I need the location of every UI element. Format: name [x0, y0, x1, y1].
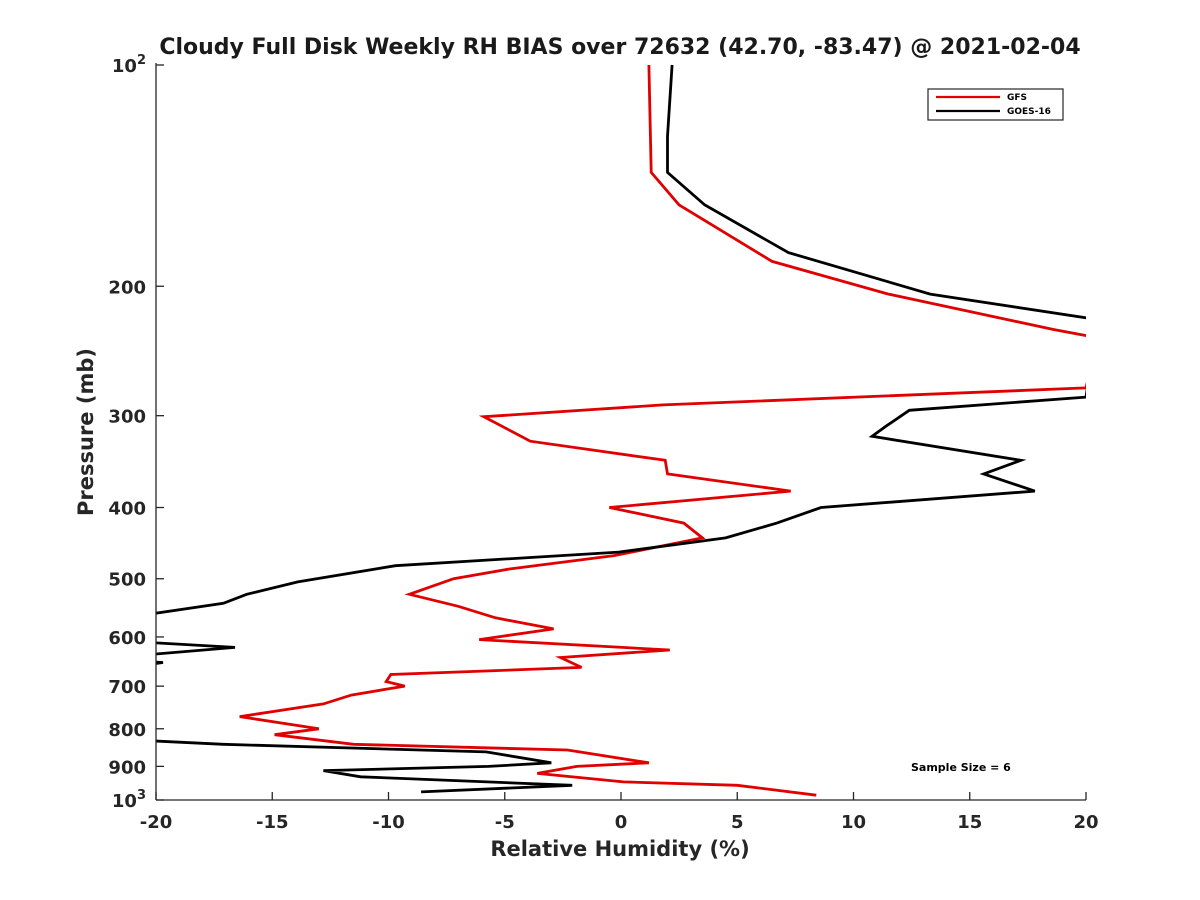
y-tick-label: 102: [112, 53, 146, 77]
plot-axes: [155, 63, 1086, 801]
y-tick-label: 800: [108, 720, 146, 741]
y-tick-exponent: 3: [137, 788, 146, 803]
y-tick-base: 10: [112, 791, 137, 812]
series-lines: [156, 64, 1086, 797]
y-tick-label: 600: [108, 628, 146, 649]
x-tick-label: -20: [140, 812, 173, 833]
legend-box: [927, 88, 1064, 121]
x-tick-label: 10: [841, 812, 866, 833]
y-tick-label: 200: [108, 277, 146, 298]
y-tick-label: 900: [108, 757, 146, 778]
x-tick-label: -15: [256, 812, 289, 833]
x-tick-label: 0: [615, 812, 628, 833]
chart-title: Cloudy Full Disk Weekly RH BIAS over 726…: [159, 35, 1080, 60]
series-line-gfs: [239, 64, 1086, 797]
y-tick-exponent: 2: [137, 53, 146, 68]
y-tick-label: 300: [108, 407, 146, 428]
legend: GFS GOES-16: [927, 88, 1064, 121]
x-tick-label: 5: [731, 812, 744, 833]
series-line-goes16: [156, 64, 1086, 794]
y-tick-label: 500: [108, 570, 146, 591]
legend-label-gfs: GFS: [1007, 93, 1027, 103]
y-tick-label: 103: [112, 788, 146, 812]
x-axis-label: Relative Humidity (%): [490, 837, 749, 861]
y-axis-label: Pressure (mb): [74, 348, 98, 516]
x-tick-label: 15: [957, 812, 982, 833]
y-tick-label: 700: [108, 677, 146, 698]
y-tick-base: 10: [112, 56, 137, 77]
x-tick-label: -10: [372, 812, 405, 833]
y-tick-label: 400: [108, 499, 146, 520]
legend-label-goes16: GOES-16: [1007, 107, 1051, 117]
x-axis-ticks: -20 -15 -10 -5 0 5 10 15 20: [140, 792, 1099, 833]
x-tick-label: 20: [1073, 812, 1098, 833]
sample-size-annotation: Sample Size = 6: [911, 761, 1011, 774]
x-tick-label: -5: [495, 812, 515, 833]
